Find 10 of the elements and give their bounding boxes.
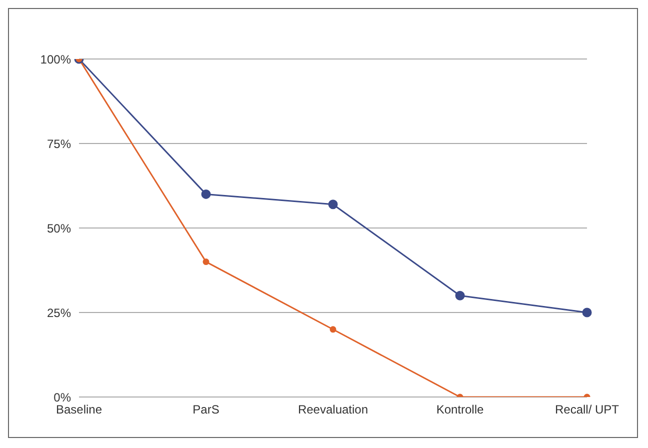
- y-tick-label: 50%: [46, 221, 72, 236]
- y-tick-label: 25%: [46, 306, 72, 320]
- x-tick-label: Kontrolle: [436, 402, 484, 417]
- x-tick-label: ParS: [192, 402, 220, 417]
- x-tick-label: Recall/ UPT: [554, 402, 620, 417]
- y-tick-label: 75%: [46, 136, 72, 151]
- x-tick-label: Baseline: [56, 402, 102, 417]
- y-tick-label: 0%: [54, 390, 72, 404]
- y-tick-label: 100%: [40, 52, 72, 66]
- x-tick-label: Reevaluation: [298, 402, 368, 417]
